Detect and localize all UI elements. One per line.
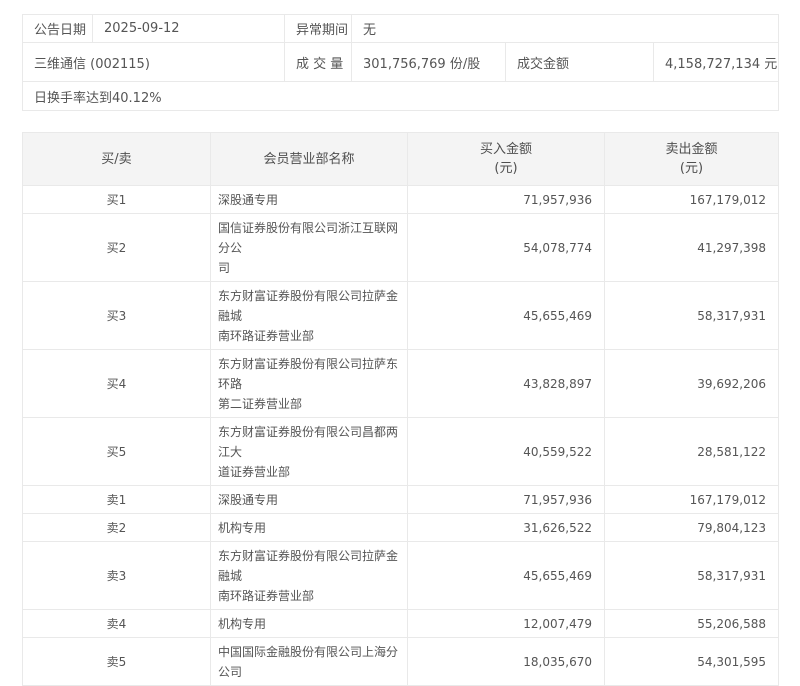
sell-amount-cell: 79,804,123 [604,513,779,542]
branch-name-cell: 东方财富证券股份有限公司拉萨东环路 第二证券营业部 [210,349,408,418]
side-cell: 买3 [22,281,211,350]
buy-amount-cell: 12,007,479 [407,609,605,638]
side-cell: 卖2 [22,513,211,542]
side-cell: 卖5 [22,637,211,686]
side-cell: 卖3 [22,541,211,610]
sell-amount-cell: 39,692,206 [604,349,779,418]
buy-amount-cell: 31,626,522 [407,513,605,542]
announce-date-label: 公告日期 [22,14,93,43]
header-buy-line1: 买入金额 [479,142,532,157]
header-sell-amount: 卖出金额 (元) [604,132,779,186]
rank-table-header: 买/卖 会员营业部名称 买入金额 (元) 卖出金额 (元) [22,132,779,186]
stock-info-table: 公告日期 2025-09-12 异常期间 无 三维通信 (002115) 成 交… [21,14,780,111]
turnover-note: 日换手率达到40.12% [21,81,780,111]
table-row: 买5 东方财富证券股份有限公司昌都两江大 道证券营业部 40,559,522 28,5… [22,417,779,486]
abnormal-period-label: 异常期间 [284,14,352,43]
table-row: 卖4 机构专用 12,007,479 55,206,588 [22,609,779,638]
abnormal-period-value: 无 [350,14,780,43]
buy-amount-cell: 71,957,936 [407,485,605,514]
amount-value: 4,158,727,134 元 [652,42,780,82]
header-buy-amount: 买入金额 (元) [407,132,605,186]
buy-amount-cell: 54,078,774 [407,213,605,282]
sell-amount-cell: 167,179,012 [604,485,779,514]
buy-amount-cell: 45,655,469 [407,541,605,610]
buy-amount-cell: 43,828,897 [407,349,605,418]
sell-amount-cell: 41,297,398 [604,213,779,282]
buy-amount-cell: 71,957,936 [407,185,605,214]
side-cell: 卖1 [22,485,211,514]
info-row-stock: 三维通信 (002115) 成 交 量 301,756,769 份/股 成交金额… [22,42,780,82]
side-cell: 买2 [22,213,211,282]
volume-label: 成 交 量 [284,42,352,82]
branch-name-cell: 中国国际金融股份有限公司上海分公司 [210,637,408,686]
header-side: 买/卖 [22,132,211,186]
trade-rank-table: 买/卖 会员营业部名称 买入金额 (元) 卖出金额 (元) 买1 深股通专用 71,… [22,132,779,686]
amount-label: 成交金额 [505,42,654,82]
stock-name: 三维通信 (002115) [22,42,285,82]
sell-amount-cell: 58,317,931 [604,281,779,350]
buy-amount-cell: 45,655,469 [407,281,605,350]
announce-date-value: 2025-09-12 [92,14,285,43]
sell-amount-cell: 58,317,931 [604,541,779,610]
table-row: 卖1 深股通专用 71,957,936 167,179,012 [22,485,779,514]
table-row: 买3 东方财富证券股份有限公司拉萨金融城 南环路证券营业部 45,655,469 58… [22,281,779,350]
branch-name-cell: 机构专用 [210,513,408,542]
sell-amount-cell: 28,581,122 [604,417,779,486]
sell-amount-cell: 55,206,588 [604,609,779,638]
header-sell-unit: (元) [679,161,704,176]
branch-name-cell: 东方财富证券股份有限公司拉萨金融城 南环路证券营业部 [210,281,408,350]
info-row-turnover: 日换手率达到40.12% [21,81,780,111]
volume-value: 301,756,769 份/股 [351,42,506,82]
info-row-announce: 公告日期 2025-09-12 异常期间 无 [22,14,780,43]
table-row: 买4 东方财富证券股份有限公司拉萨东环路 第二证券营业部 43,828,897 39,… [22,349,779,418]
header-branch: 会员营业部名称 [210,132,408,186]
branch-name-cell: 机构专用 [210,609,408,638]
header-buy-unit: (元) [494,161,518,176]
side-cell: 买1 [22,185,211,214]
side-cell: 卖4 [22,609,211,638]
table-row: 卖2 机构专用 31,626,522 79,804,123 [22,513,779,542]
branch-name-cell: 东方财富证券股份有限公司昌都两江大 道证券营业部 [210,417,408,486]
side-cell: 买5 [22,417,211,486]
branch-name-cell: 国信证券股份有限公司浙江互联网分公 司 [210,213,408,282]
table-row: 买2 国信证券股份有限公司浙江互联网分公 司 54,078,774 41,297,39… [22,213,779,282]
buy-amount-cell: 18,035,670 [407,637,605,686]
branch-name-cell: 深股通专用 [210,485,408,514]
buy-amount-cell: 40,559,522 [407,417,605,486]
branch-name-cell: 东方财富证券股份有限公司拉萨金融城 南环路证券营业部 [210,541,408,610]
branch-name-cell: 深股通专用 [210,185,408,214]
sell-amount-cell: 54,301,595 [604,637,779,686]
header-sell-line1: 卖出金额 [665,142,718,157]
rank-table-body: 买1 深股通专用 71,957,936 167,179,012 买2 国信证券股份有限公司… [22,185,779,686]
sell-amount-cell: 167,179,012 [604,185,779,214]
table-row: 买1 深股通专用 71,957,936 167,179,012 [22,185,779,214]
table-row: 卖3 东方财富证券股份有限公司拉萨金融城 南环路证券营业部 45,655,469 58… [22,541,779,610]
table-row: 卖5 中国国际金融股份有限公司上海分公司 18,035,670 54,301,595 [22,637,779,686]
side-cell: 买4 [22,349,211,418]
